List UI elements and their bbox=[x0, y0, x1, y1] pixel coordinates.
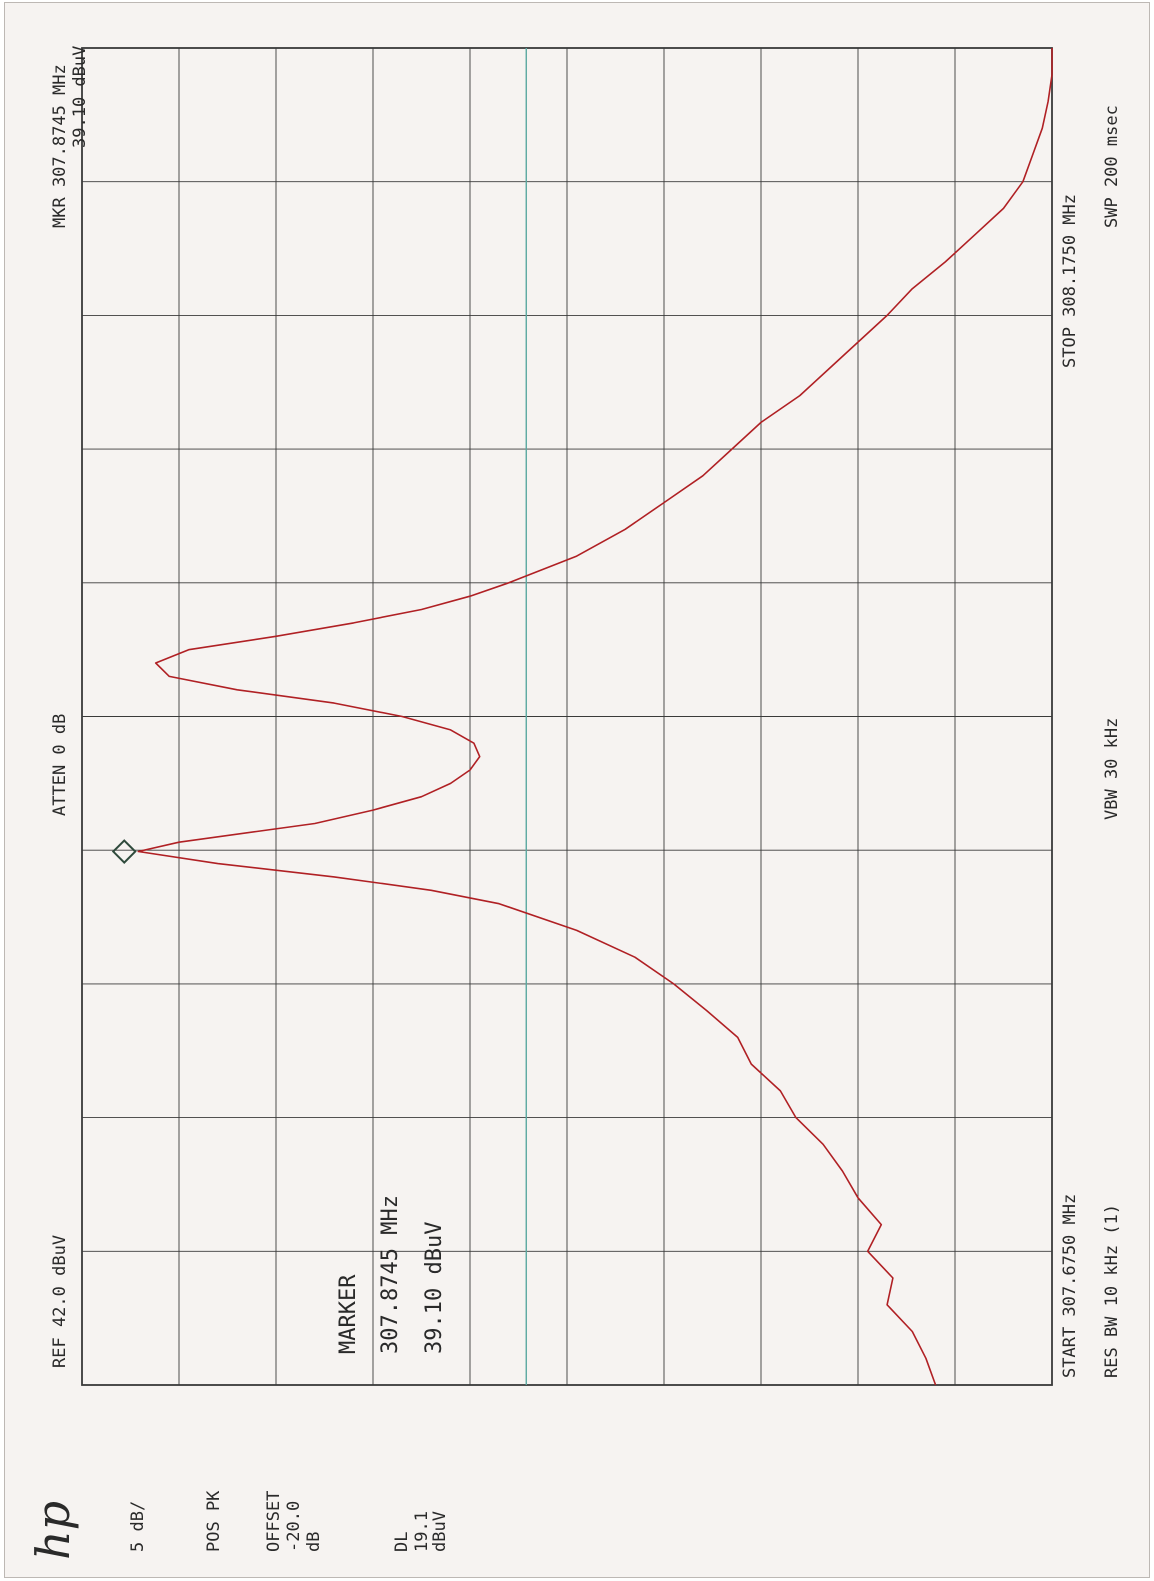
dl-label: DL bbox=[392, 1531, 412, 1552]
atten-label: ATTEN 0 dB bbox=[50, 713, 70, 816]
res-bw: RES BW 10 kHz (1) bbox=[1102, 1204, 1122, 1378]
vbw: VBW 30 kHz bbox=[1102, 717, 1122, 820]
sweep-time: SWP 200 msec bbox=[1102, 105, 1122, 228]
marker-box-title: MARKER bbox=[336, 1274, 361, 1354]
offset-unit: dB bbox=[304, 1531, 324, 1552]
marker-diamond bbox=[111, 839, 137, 864]
marker-readout-level: 39.10 dBuV bbox=[70, 45, 90, 148]
hp-logo: hp bbox=[26, 1500, 80, 1560]
scale-label: 5 dB/ bbox=[128, 1500, 148, 1552]
ref-level: REF 42.0 dBuV bbox=[50, 1234, 70, 1368]
offset-value: -20.0 bbox=[284, 1500, 304, 1552]
dl-value: 19.1 bbox=[412, 1511, 432, 1552]
plotter-sheet bbox=[4, 2, 1150, 1578]
start-freq: START 307.6750 MHz bbox=[1060, 1193, 1080, 1378]
marker-box-level: 39.10 dBuV bbox=[422, 1221, 447, 1354]
detector-label: POS PK bbox=[204, 1490, 224, 1552]
marker-box-freq: 307.8745 MHz bbox=[378, 1195, 403, 1354]
dl-unit: dBuV bbox=[430, 1511, 450, 1552]
marker-layer bbox=[111, 839, 137, 864]
stop-freq: STOP 308.1750 MHz bbox=[1060, 194, 1080, 368]
marker-readout-freq: MKR 307.8745 MHz bbox=[50, 64, 70, 228]
trace-layer bbox=[137, 48, 1053, 1386]
graticule bbox=[81, 47, 1053, 1386]
offset-label: OFFSET bbox=[264, 1490, 284, 1552]
trace-series bbox=[137, 48, 1053, 1386]
